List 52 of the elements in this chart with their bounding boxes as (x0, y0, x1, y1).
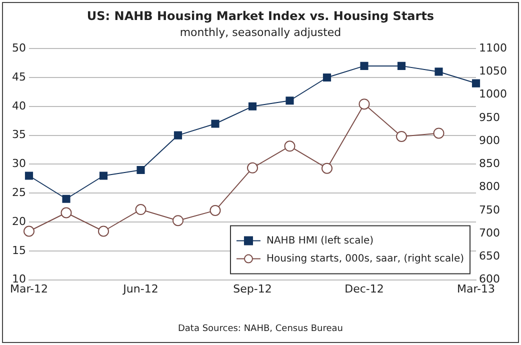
point (248, 102, 257, 110)
x-tick-label: Dec-12 (344, 282, 384, 296)
y-tick-label: 30 (12, 157, 26, 170)
point (60, 207, 72, 218)
point (24, 172, 34, 180)
y-tick-label: 50 (12, 41, 26, 54)
point (360, 62, 368, 70)
y-tick-label: 40 (12, 99, 26, 112)
point (211, 120, 220, 128)
y2-tick-label: 800 (479, 180, 500, 194)
point (135, 204, 146, 216)
point (286, 96, 294, 105)
y2-tick-label: 1100 (479, 41, 508, 54)
point (174, 131, 182, 140)
x-tick-label: Jun-12 (122, 282, 158, 296)
point (434, 68, 443, 76)
point (358, 98, 370, 110)
point (98, 226, 109, 237)
y-tick-label: 25 (12, 186, 26, 199)
x-tick-label: Sep-12 (233, 282, 272, 296)
point (136, 166, 145, 174)
point (210, 204, 221, 216)
legend-label: NAHB HMI (left scale) (266, 235, 374, 246)
legend-label: Housing starts, 000s, saar, (right scale) (266, 253, 464, 264)
y-tick-label: 35 (12, 128, 26, 142)
y2-tick-label: 850 (479, 157, 500, 170)
y2-tick-label: 1050 (479, 64, 508, 78)
point (23, 226, 34, 237)
y-tick-label: 15 (12, 244, 26, 257)
y2-tick-label: 900 (479, 134, 500, 147)
point (472, 79, 480, 88)
point (396, 130, 408, 142)
y2-tick-label: 750 (479, 203, 500, 216)
y2-tick-label: 700 (479, 226, 500, 240)
x-tick-label: Mar-13 (456, 282, 496, 296)
y2-tick-label: 650 (479, 250, 500, 263)
y2-tick-label: 950 (479, 110, 500, 124)
chart-subtitle: monthly, seasonally adjusted (178, 26, 342, 39)
y-tick-label: 45 (12, 70, 26, 84)
point (62, 194, 70, 203)
point (99, 172, 108, 180)
point (172, 215, 184, 226)
y-tick-label: 20 (12, 214, 26, 228)
y2-tick-label: 1000 (479, 88, 508, 101)
point (433, 128, 444, 139)
point (397, 62, 406, 70)
chart-title: US: NAHB Housing Market Index vs. Housing Starts (86, 9, 436, 23)
point (322, 162, 333, 174)
text: Data Sources: NAHB, Census Bureau (176, 324, 344, 334)
point (247, 162, 258, 174)
point (322, 73, 332, 82)
point (284, 140, 296, 152)
